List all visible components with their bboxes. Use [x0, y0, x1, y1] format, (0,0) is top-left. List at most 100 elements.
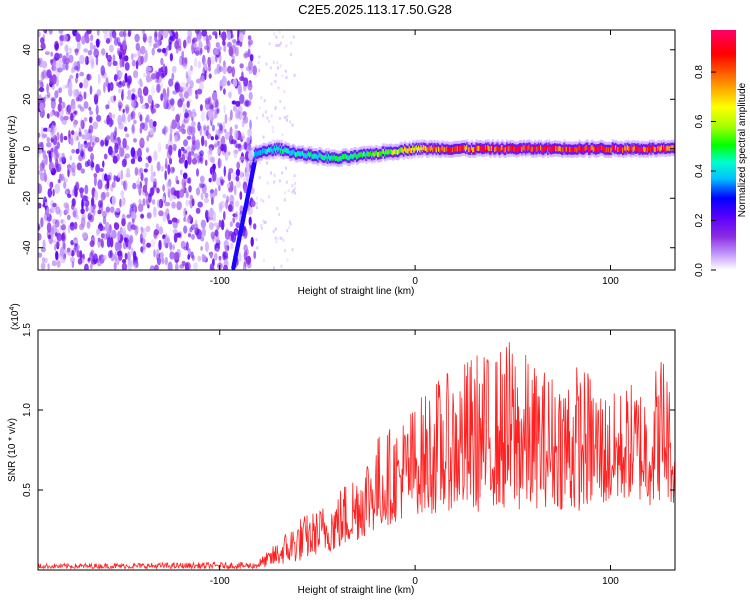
noise-speck	[132, 182, 137, 190]
noise-speck	[146, 135, 150, 142]
noise-speck	[71, 162, 76, 173]
noise-speck	[64, 189, 68, 196]
carrier-core	[440, 147, 443, 153]
carrier-core	[646, 147, 649, 153]
noise-speck	[140, 226, 144, 232]
carrier-core	[320, 154, 323, 160]
noise-haze	[274, 227, 277, 231]
carrier-core	[278, 145, 281, 151]
noise-speck	[40, 262, 46, 270]
noise-haze	[283, 90, 286, 94]
noise-speck	[114, 142, 119, 154]
noise-speck	[84, 184, 89, 195]
noise-speck	[150, 73, 157, 80]
noise-speck	[161, 257, 165, 265]
carrier-core	[529, 145, 532, 151]
noise-speck	[210, 55, 216, 65]
noise-speck	[189, 194, 194, 200]
noise-speck	[113, 74, 118, 82]
carrier-core	[368, 151, 371, 157]
noise-speck	[97, 179, 103, 190]
noise-speck	[152, 181, 157, 189]
noise-speck	[227, 204, 233, 212]
noise-speck	[235, 109, 241, 119]
carrier-core	[557, 146, 560, 152]
noise-speck	[125, 32, 129, 37]
carrier-core	[622, 147, 625, 153]
noise-haze	[262, 219, 265, 223]
noise-speck	[164, 126, 169, 133]
noise-speck	[70, 222, 75, 227]
noise-speck	[117, 171, 121, 179]
noise-speck	[243, 250, 248, 261]
noise-speck	[199, 156, 203, 162]
noise-speck	[77, 141, 81, 152]
carrier-core	[360, 151, 363, 157]
noise-speck	[50, 97, 56, 102]
carrier-core	[575, 146, 578, 152]
carrier-core	[277, 147, 280, 152]
noise-speck	[172, 143, 177, 151]
noise-haze	[274, 73, 277, 77]
noise-speck	[138, 185, 142, 196]
carrier-core	[456, 146, 459, 152]
noise-haze	[279, 43, 282, 47]
noise-speck	[110, 119, 114, 126]
noise-speck	[228, 46, 234, 57]
noise-speck	[130, 211, 137, 221]
carrier-core	[422, 145, 425, 150]
noise-speck	[188, 185, 192, 193]
noise-speck	[171, 119, 177, 130]
y-tick-label: 1.5	[22, 323, 33, 337]
noise-speck	[241, 120, 245, 128]
carrier-core	[661, 146, 665, 152]
noise-speck	[113, 175, 117, 182]
noise-speck	[227, 65, 233, 74]
y-tick-label: -40	[22, 240, 33, 255]
noise-speck	[184, 159, 188, 169]
noise-speck	[45, 205, 50, 216]
noise-speck	[90, 34, 94, 42]
noise-speck	[178, 148, 182, 159]
noise-speck	[193, 262, 198, 270]
x-tick-label: 0	[412, 576, 418, 587]
noise-speck	[168, 144, 173, 156]
carrier-core	[494, 147, 497, 153]
noise-speck	[95, 38, 100, 48]
noise-speck	[205, 129, 209, 137]
noise-speck	[191, 234, 195, 240]
noise-speck	[186, 125, 193, 136]
noise-speck	[88, 116, 93, 124]
noise-haze	[294, 182, 296, 185]
carrier-core	[402, 149, 405, 155]
noise-speck	[219, 123, 223, 131]
carrier-core	[547, 147, 550, 153]
noise-speck	[156, 161, 161, 172]
noise-speck	[86, 30, 92, 35]
noise-speck	[204, 139, 208, 147]
carrier-core	[599, 145, 602, 150]
noise-haze	[288, 226, 290, 229]
carrier-core	[554, 145, 557, 151]
noise-speck	[183, 217, 187, 222]
noise-haze	[260, 226, 263, 230]
carrier-core	[555, 146, 558, 152]
noise-speck	[73, 90, 80, 96]
noise-speck	[112, 54, 116, 63]
noise-speck	[175, 121, 180, 130]
noise-speck	[189, 226, 193, 233]
noise-speck	[138, 203, 144, 212]
noise-speck	[60, 255, 66, 264]
noise-speck	[55, 219, 60, 228]
noise-speck	[145, 74, 151, 83]
noise-speck	[96, 228, 101, 235]
noise-speck	[115, 207, 121, 213]
noise-speck	[74, 48, 79, 56]
noise-speck	[180, 81, 187, 90]
noise-speck	[228, 91, 232, 99]
noise-speck	[156, 187, 160, 194]
carrier-core	[330, 155, 333, 161]
noise-speck	[245, 162, 250, 167]
noise-speck	[109, 44, 114, 53]
carrier-core	[589, 147, 592, 153]
